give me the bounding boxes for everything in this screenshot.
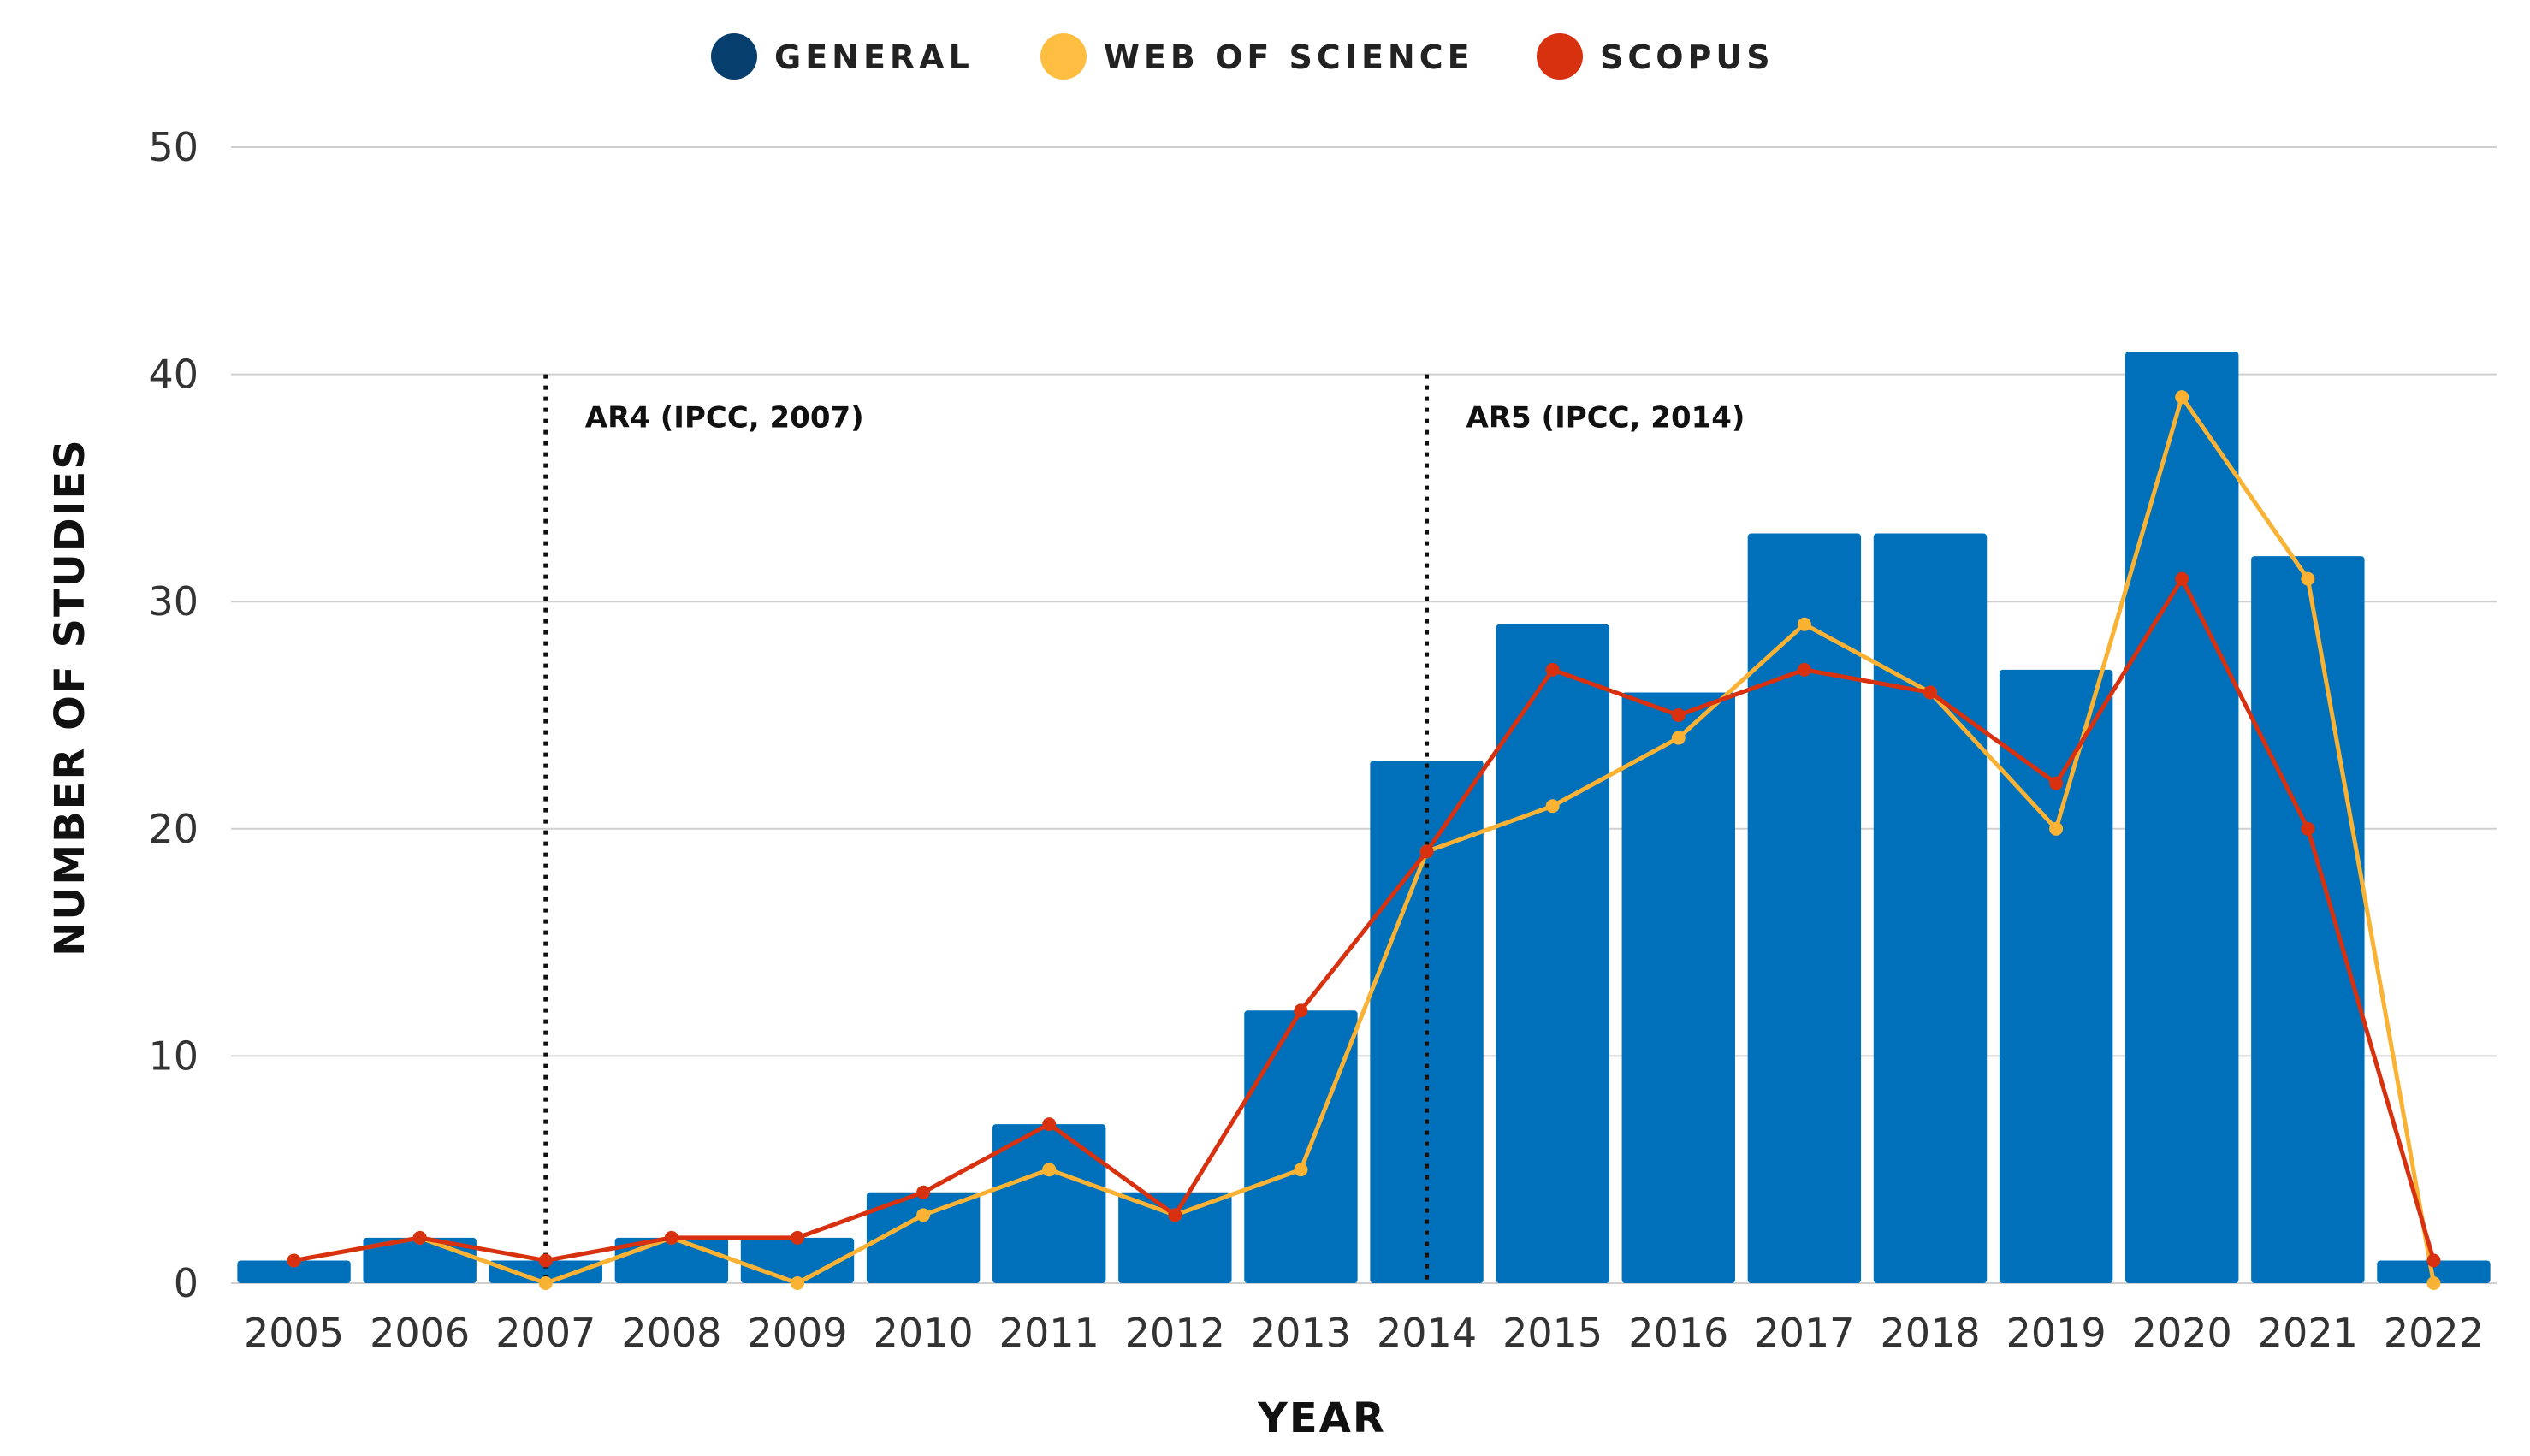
- legend-marker-general: [711, 33, 757, 80]
- gridlines: [231, 146, 2497, 1284]
- x-tick-label: 2022: [2384, 1310, 2484, 1356]
- point-web-of-science-2011: [1042, 1163, 1057, 1177]
- legend: GENERAL WEB OF SCIENCE SCOPUS: [711, 33, 1775, 80]
- x-tick-label: 2021: [2258, 1310, 2358, 1356]
- x-tick-label: 2009: [747, 1310, 847, 1356]
- bar-2018: [1873, 533, 1988, 1283]
- line-web-of-science: [293, 394, 2436, 1286]
- x-axis-title: YEAR: [1257, 1394, 1386, 1442]
- y-tick-label: 50: [148, 124, 198, 170]
- point-web-of-science-2021: [2301, 571, 2315, 586]
- point-scopus-2017: [1797, 662, 1811, 677]
- point-scopus-2019: [2049, 776, 2064, 790]
- x-tick-label: 2019: [2006, 1310, 2106, 1356]
- x-axis-ticks: 2005 2006 2007 2008 2009 2010 2011 2012 2013 2014…: [244, 1310, 2484, 1356]
- point-web-of-science-2009: [791, 1276, 804, 1290]
- legend-marker-scopus: [1537, 33, 1583, 80]
- bar-2021: [2251, 556, 2365, 1283]
- x-tick-label: 2013: [1251, 1310, 1351, 1356]
- point-scopus-2010: [916, 1185, 931, 1199]
- y-tick-label: 40: [148, 352, 198, 398]
- legend-label-scopus: SCOPUS: [1600, 38, 1775, 76]
- point-scopus-2016: [1671, 708, 1686, 722]
- annotation-label-2007: AR4 (IPCC, 2007): [585, 401, 864, 435]
- x-tick-label: 2020: [2132, 1310, 2232, 1356]
- point-scopus-2022: [2426, 1253, 2441, 1268]
- point-scopus-2009: [791, 1230, 804, 1245]
- bar-2019: [1999, 669, 2113, 1283]
- bar-2013: [1244, 1010, 1358, 1283]
- point-web-of-science-2010: [916, 1208, 931, 1222]
- point-scopus-2020: [2175, 571, 2189, 586]
- point-web-of-science-2019: [2049, 821, 2064, 836]
- x-tick-label: 2008: [621, 1310, 721, 1356]
- x-tick-label: 2014: [1377, 1310, 1477, 1356]
- y-tick-label: 30: [148, 578, 198, 624]
- point-web-of-science-2017: [1797, 617, 1811, 631]
- bar-2010: [866, 1192, 981, 1283]
- point-web-of-science-2007: [538, 1276, 553, 1290]
- point-scopus-2008: [664, 1230, 678, 1245]
- y-tick-label: 0: [174, 1260, 198, 1306]
- bar-2020: [2125, 352, 2239, 1283]
- point-scopus-2013: [1294, 1003, 1308, 1018]
- x-tick-label: 2015: [1502, 1310, 1603, 1356]
- point-scopus-2005: [287, 1253, 301, 1268]
- bar-2016: [1621, 692, 1735, 1283]
- point-scopus-2012: [1168, 1208, 1182, 1222]
- x-tick-label: 2007: [495, 1310, 595, 1356]
- bar-2015: [1496, 624, 1609, 1283]
- point-web-of-science-2013: [1294, 1163, 1308, 1177]
- point-web-of-science-2015: [1545, 799, 1560, 814]
- x-tick-label: 2018: [1880, 1310, 1980, 1356]
- point-web-of-science-2020: [2175, 390, 2189, 405]
- legend-label-general: GENERAL: [774, 38, 974, 76]
- y-tick-label: 20: [148, 806, 198, 852]
- line-series: [287, 390, 2441, 1290]
- point-scopus-2011: [1042, 1117, 1057, 1132]
- x-tick-label: 2011: [999, 1310, 1099, 1356]
- y-tick-label: 10: [148, 1033, 198, 1079]
- x-tick-label: 2005: [244, 1310, 344, 1356]
- point-web-of-science-2022: [2426, 1276, 2441, 1290]
- annotation-label-2014: AR5 (IPCC, 2014): [1466, 401, 1745, 435]
- x-tick-label: 2017: [1754, 1310, 1854, 1356]
- y-axis-ticks: 0 10 20 30 40 50: [148, 124, 198, 1306]
- bar-2005: [237, 1260, 351, 1283]
- point-web-of-science-2016: [1671, 731, 1686, 745]
- x-tick-label: 2016: [1628, 1310, 1728, 1356]
- bar-2007: [489, 1260, 602, 1283]
- bar-2011: [992, 1124, 1106, 1283]
- legend-label-web-of-science: WEB OF SCIENCE: [1104, 38, 1474, 76]
- line-scopus: [293, 577, 2436, 1263]
- point-scopus-2015: [1545, 662, 1560, 677]
- point-scopus-2021: [2301, 821, 2315, 836]
- x-tick-label: 2010: [874, 1310, 974, 1356]
- x-tick-label: 2012: [1125, 1310, 1225, 1356]
- legend-marker-web-of-science: [1040, 33, 1087, 80]
- y-axis-title: NUMBER OF STUDIES: [46, 438, 94, 956]
- annotations: AR4 (IPCC, 2007) AR5 (IPCC, 2014): [543, 374, 1745, 1283]
- point-scopus-2006: [412, 1230, 427, 1245]
- point-scopus-2018: [1923, 685, 1937, 700]
- point-scopus-2007: [538, 1253, 553, 1268]
- bar-2017: [1747, 533, 1862, 1283]
- point-scopus-2014: [1419, 844, 1434, 859]
- bar-2012: [1118, 1192, 1232, 1283]
- x-tick-label: 2006: [370, 1310, 470, 1356]
